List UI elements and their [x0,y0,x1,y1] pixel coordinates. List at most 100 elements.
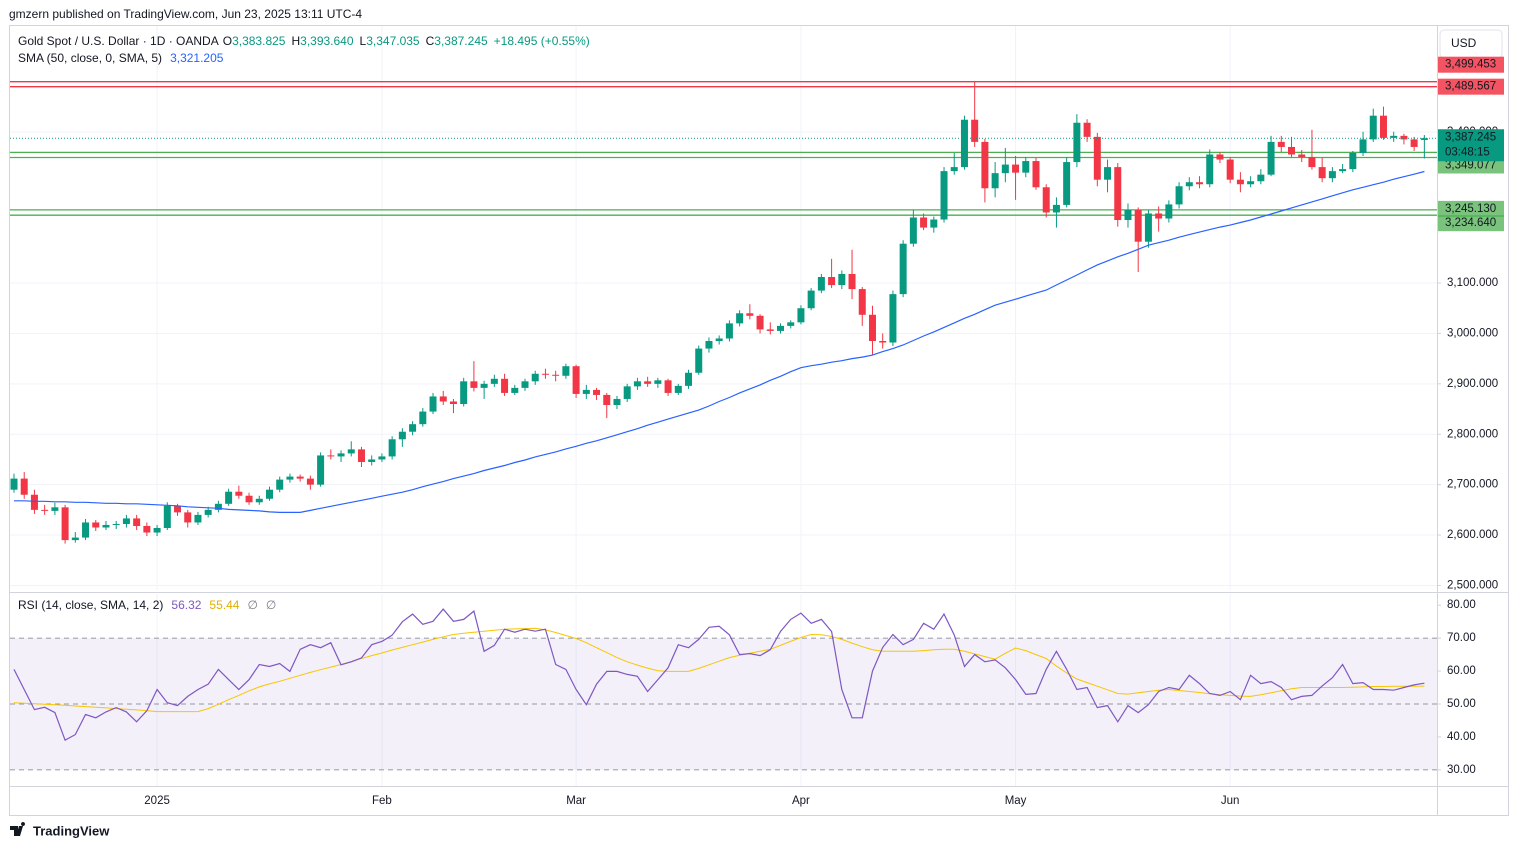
candle-body [174,505,182,513]
candle-body [1267,141,1275,175]
candle-body [1073,122,1081,163]
ohlc-value: 3,387.245 [434,34,488,48]
candle-body [194,514,202,523]
y-tick-label: 40.00 [1447,731,1476,743]
candle-body [613,398,621,406]
candle-body [30,494,38,510]
ohlc-value: 3,347.035 [366,34,420,48]
level-label-bg [1438,56,1504,73]
candle-body [82,522,90,538]
candle-body [1022,161,1030,173]
candle-body [10,478,18,490]
candle-body [460,381,468,405]
candle-body [1420,138,1428,140]
logo-mark [10,822,26,836]
candle-body [552,374,560,376]
candle-body [1379,115,1387,138]
candle-body [419,411,427,425]
candle-body [235,491,243,496]
ohlc-key: C [426,34,435,48]
candle-body [909,217,917,244]
candle-body [1165,204,1173,219]
legend: SMA (50, close, 0, SMA, 5) 3,321.205 [18,51,224,65]
level-label-bg [1438,157,1504,174]
rsi-extra: ∅ [247,598,257,612]
candle-body [725,323,733,339]
level-label: 3,349.077 [1445,160,1496,172]
candle-body [286,476,294,480]
candle-body [991,173,999,189]
candle-body [449,401,457,405]
x-tick-label: 2025 [144,795,170,807]
candle-body [685,372,693,386]
candle-body [327,455,335,457]
candle-body [388,439,396,457]
level-label: 3,245.130 [1445,203,1496,215]
ohlc-key: H [291,34,300,48]
candle-body [664,380,672,393]
rsi_ma-line [13,627,1425,713]
candle-body [1369,115,1377,140]
candle-body [1308,157,1316,168]
candle-body [807,290,815,309]
candle-body [133,518,141,526]
candle-body [1400,135,1408,140]
change: +18.495 (+0.55%) [494,34,590,48]
x-tick-label: May [1005,795,1027,807]
x-tick-label: Apr [792,795,810,807]
candle-body [368,459,376,462]
candle-body [868,314,876,341]
candle-body [276,479,284,490]
candle-body [674,385,682,393]
candle-body [429,396,437,412]
candle-body [531,373,539,382]
candle-body [122,518,130,524]
candle-body [266,489,273,499]
candle-body [603,394,611,406]
countdown: 03:48:15 [1445,146,1490,158]
candle-body [112,523,120,525]
candle-body [1144,213,1152,242]
y-tick-label: 60.00 [1447,665,1476,677]
price-pane: 2,500.000 2,600.000 2,700.000 2,800.000 2,90… [10,26,1498,591]
y-tick-label: 2,900.000 [1447,378,1498,390]
candle-body [1226,159,1234,180]
y-tick-label: 2,800.000 [1447,428,1498,440]
candle-body [480,383,488,388]
y-tick-label: 30.00 [1447,764,1476,776]
candle-body [541,373,549,375]
currency[interactable]: USD [1451,36,1477,50]
candle-body [1196,182,1204,185]
ohlc-value: 3,383.825 [232,34,286,48]
candle-body [838,273,846,286]
candle-body [357,449,365,462]
candle-body [1339,169,1347,172]
legend: Gold Spot / U.S. Dollar · 1D · OANDA O3,3… [18,34,590,48]
candle-body [214,503,222,510]
candle-body [20,478,28,495]
candle-body [746,313,754,316]
candle-body [1001,164,1009,174]
candle-body [1288,146,1295,155]
candle-body [71,537,79,541]
candle-body [981,141,989,189]
candle-body [817,276,825,291]
candle-body [317,455,325,485]
candle-body [777,325,784,331]
y-tick-label: 70.00 [1447,632,1476,644]
candle-body [879,340,887,343]
candle-body [409,424,417,432]
level-label-bg [1438,78,1504,95]
candle-body [1257,174,1265,182]
candle-body [1175,186,1183,205]
candle-body [1216,154,1224,160]
candle-body [971,119,979,142]
y-tick-label: 2,500.000 [1447,579,1498,591]
candle-body [61,507,69,541]
candle-body [899,243,907,295]
candle-body [1093,136,1101,180]
candle-body [1114,167,1122,221]
level-label-bg [1438,200,1504,217]
ohlc-key: O [223,34,232,48]
